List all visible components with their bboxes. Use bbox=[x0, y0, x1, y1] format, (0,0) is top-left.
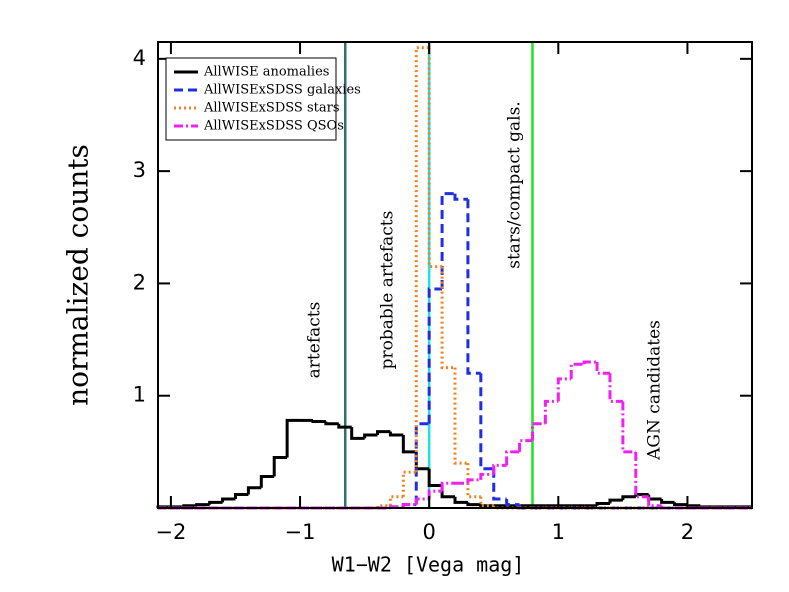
histogram-step bbox=[518, 439, 533, 452]
histogram-step bbox=[414, 422, 430, 505]
histogram-step bbox=[427, 47, 443, 269]
histogram-step bbox=[285, 418, 301, 458]
histogram-step bbox=[466, 463, 481, 499]
y-tick-label: 1 bbox=[133, 383, 146, 407]
histogram-step bbox=[453, 367, 468, 465]
x-tick-label: 0 bbox=[422, 520, 435, 544]
plot-frame bbox=[157, 41, 753, 509]
histogram-step bbox=[401, 470, 417, 497]
histogram-step bbox=[569, 362, 585, 379]
histogram-step bbox=[440, 485, 455, 499]
histogram-step bbox=[221, 497, 236, 503]
histogram-step bbox=[427, 489, 443, 500]
histogram-step bbox=[595, 502, 610, 506]
histogram-step bbox=[673, 502, 688, 507]
x-tick-label: 1 bbox=[552, 520, 565, 544]
histogram-step bbox=[414, 497, 430, 505]
legend-label: AllWISExSDSS galaxies bbox=[203, 83, 361, 98]
histogram-step bbox=[414, 451, 430, 471]
y-tick-label: 3 bbox=[133, 158, 146, 182]
histogram-step bbox=[414, 46, 430, 473]
y-tick-label: 4 bbox=[133, 46, 146, 70]
histogram-step bbox=[388, 431, 404, 437]
histogram-step bbox=[388, 495, 404, 506]
histogram-step bbox=[350, 427, 365, 440]
histogram-step bbox=[401, 503, 417, 507]
annotation: artefacts bbox=[305, 302, 325, 379]
histogram-step bbox=[621, 401, 636, 454]
histogram-step bbox=[272, 455, 288, 477]
annotation: AGN candidates bbox=[645, 320, 665, 461]
x-tick-label: 2 bbox=[681, 520, 694, 544]
histogram-step bbox=[479, 472, 494, 480]
histogram-step bbox=[311, 420, 326, 424]
histogram-step bbox=[337, 423, 352, 429]
histogram-step bbox=[505, 450, 520, 466]
histogram-step bbox=[259, 475, 275, 488]
histogram-step bbox=[685, 504, 701, 508]
histogram-step bbox=[440, 192, 455, 290]
histogram-step bbox=[427, 287, 443, 424]
histogram-step bbox=[453, 496, 468, 504]
histogram-step bbox=[505, 499, 520, 507]
histogram-step bbox=[608, 498, 623, 504]
histogram-step bbox=[492, 463, 507, 475]
histogram-step bbox=[479, 504, 494, 508]
histogram-step bbox=[492, 468, 507, 501]
histogram-step bbox=[466, 199, 481, 375]
histogram-step bbox=[647, 494, 662, 501]
legend-label: AllWISE anomalies bbox=[203, 65, 329, 80]
histogram-step bbox=[401, 435, 417, 454]
histogram-step bbox=[634, 451, 649, 499]
histogram-step bbox=[595, 362, 610, 375]
histogram-step bbox=[246, 486, 262, 495]
x-tick-label: −1 bbox=[285, 520, 316, 544]
annotation: stars/compact gals. bbox=[505, 101, 525, 269]
histogram-step bbox=[208, 500, 223, 505]
histogram-step bbox=[660, 499, 675, 504]
legend-label: AllWISExSDSS stars bbox=[203, 101, 340, 116]
histogram-step bbox=[440, 481, 455, 492]
x-axis-label: W1−W2 [Vega mag] bbox=[332, 553, 525, 577]
legend-label: AllWISExSDSS QSOs bbox=[203, 119, 344, 134]
histogram-step bbox=[376, 430, 391, 436]
y-tick-label: 2 bbox=[133, 270, 146, 294]
annotation: probable artefacts bbox=[378, 211, 398, 370]
histogram-step bbox=[427, 468, 443, 488]
histogram-step bbox=[466, 502, 481, 507]
histogram-step bbox=[479, 373, 494, 471]
histogram-step bbox=[233, 493, 249, 500]
histogram-step bbox=[195, 503, 210, 507]
histogram-step bbox=[453, 193, 468, 201]
histogram-step bbox=[582, 360, 598, 365]
histogram-step bbox=[440, 266, 455, 370]
histogram-step bbox=[324, 421, 339, 426]
histogram-step bbox=[556, 377, 572, 402]
histogram-step bbox=[543, 399, 559, 424]
x-tick-label: −2 bbox=[155, 520, 186, 544]
histogram-step bbox=[466, 478, 481, 484]
histogram-step bbox=[363, 433, 378, 439]
histogram-step bbox=[530, 422, 546, 441]
y-axis-label: normalized counts bbox=[62, 144, 95, 406]
histogram-step bbox=[621, 495, 636, 501]
histogram-step bbox=[647, 496, 662, 508]
histogram-step bbox=[608, 373, 623, 403]
